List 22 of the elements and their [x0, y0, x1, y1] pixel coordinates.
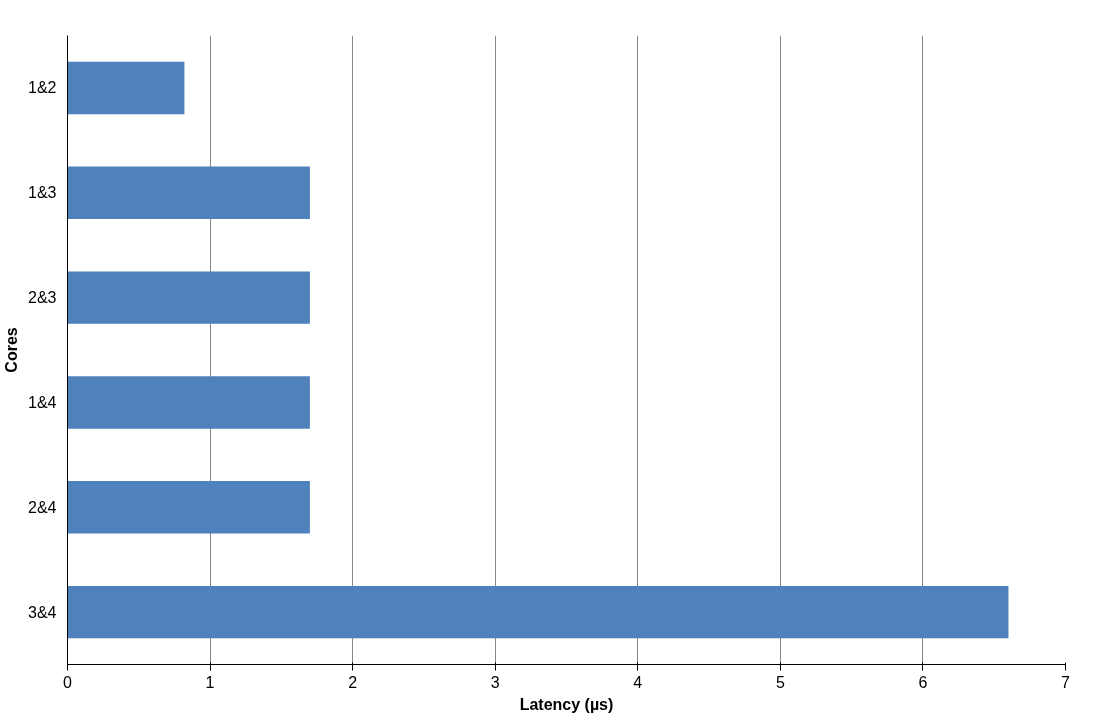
y-tick-label: 1&2 — [28, 79, 57, 97]
x-tick-label: 7 — [1061, 673, 1071, 691]
bar — [67, 61, 185, 115]
bar — [67, 585, 1009, 639]
x-tick-label: 4 — [633, 673, 643, 691]
x-tick-label: 3 — [490, 673, 500, 691]
y-tick-label: 1&4 — [28, 393, 57, 411]
y-tick-label: 1&3 — [28, 184, 57, 202]
x-axis-title: Latency (µs) — [519, 695, 614, 713]
y-tick-label: 2&4 — [28, 498, 57, 516]
x-tick-label: 1 — [205, 673, 215, 691]
bar — [67, 481, 310, 534]
x-tick-label: 5 — [775, 673, 785, 691]
y-tick-label: 3&4 — [28, 603, 57, 621]
x-tick-label: 6 — [918, 673, 928, 691]
y-axis-title: Cores — [3, 327, 21, 373]
y-tick-label: 2&3 — [28, 289, 57, 307]
x-tick-label: 0 — [63, 673, 73, 691]
x-tick-label: 2 — [348, 673, 358, 691]
bar — [67, 376, 310, 429]
bar — [67, 271, 310, 324]
bar — [67, 166, 310, 219]
